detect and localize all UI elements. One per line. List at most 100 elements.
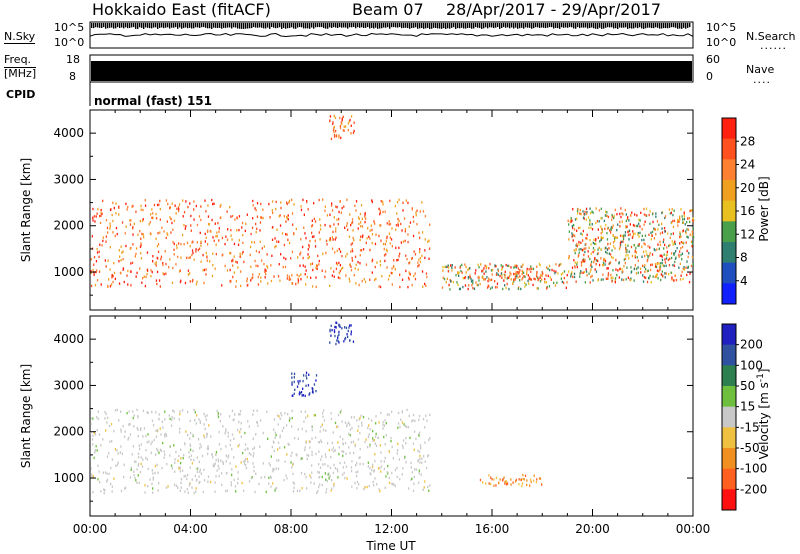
scatter-point xyxy=(539,264,541,267)
scatter-point xyxy=(652,220,654,224)
scatter-point xyxy=(612,269,614,272)
scatter-point xyxy=(677,219,679,222)
scatter-point xyxy=(548,264,551,268)
scatter-point xyxy=(529,278,531,281)
scatter-point xyxy=(333,135,336,138)
scatter-point xyxy=(626,225,628,228)
scatter-point xyxy=(189,272,191,275)
scatter-point xyxy=(196,280,198,283)
scatter-point xyxy=(423,455,425,458)
scatter-point xyxy=(383,424,386,427)
scatter-point xyxy=(622,213,624,216)
scatter-point xyxy=(374,442,376,445)
scatter-point xyxy=(369,278,371,281)
nsky-bar xyxy=(443,23,445,29)
scatter-point xyxy=(240,270,242,273)
scatter-point xyxy=(206,256,208,259)
scatter-point xyxy=(113,271,116,275)
scatter-point xyxy=(319,224,322,227)
scatter-point xyxy=(97,208,99,211)
scatter-point xyxy=(233,242,236,246)
scatter-point xyxy=(311,390,314,394)
scatter-point xyxy=(612,224,614,227)
nsky-bar xyxy=(369,23,371,29)
colorbar-segment xyxy=(722,406,736,428)
scatter-point xyxy=(335,326,337,329)
nsky-bar xyxy=(103,23,105,28)
scatter-point xyxy=(355,282,357,285)
scatter-point xyxy=(324,209,326,212)
scatter-point xyxy=(252,199,254,203)
colorbar-segment xyxy=(722,324,736,346)
nsky-bar xyxy=(127,23,129,29)
scatter-point xyxy=(605,223,607,227)
scatter-point xyxy=(478,266,480,269)
scatter-point xyxy=(638,244,640,247)
scatter-point xyxy=(178,207,180,211)
scatter-point xyxy=(230,252,232,255)
scatter-point xyxy=(624,234,626,237)
scatter-point xyxy=(179,427,181,431)
scatter-point xyxy=(526,483,528,487)
scatter-point xyxy=(105,235,107,238)
scatter-point xyxy=(521,278,523,281)
scatter-point xyxy=(415,437,417,441)
scatter-point xyxy=(426,419,428,422)
scatter-point xyxy=(127,205,129,209)
scatter-point xyxy=(112,201,114,205)
scatter-point xyxy=(553,281,555,285)
scatter-point xyxy=(123,435,126,438)
scatter-point xyxy=(512,282,514,285)
scatter-point xyxy=(191,478,193,481)
scatter-point xyxy=(332,238,334,241)
scatter-point xyxy=(604,247,606,250)
scatter-point xyxy=(614,239,616,243)
scatter-point xyxy=(471,284,473,287)
scatter-point xyxy=(288,241,291,245)
scatter-point xyxy=(588,272,590,275)
scatter-point xyxy=(252,447,254,451)
scatter-point xyxy=(265,272,267,276)
scatter-point xyxy=(92,443,94,446)
scatter-point xyxy=(105,265,107,268)
scatter-point xyxy=(679,242,681,245)
colorbar-segment xyxy=(722,118,736,140)
scatter-point xyxy=(451,269,453,272)
scatter-point xyxy=(235,260,237,263)
nsky-bar xyxy=(515,23,517,28)
nsky-bar xyxy=(631,23,633,29)
scatter-point xyxy=(467,287,469,291)
scatter-point xyxy=(199,447,201,450)
scatter-point xyxy=(323,419,326,422)
scatter-point xyxy=(160,258,162,261)
scatter-point xyxy=(192,433,194,437)
scatter-point xyxy=(209,260,211,263)
scatter-point xyxy=(179,489,181,492)
scatter-point xyxy=(125,244,127,248)
scatter-point xyxy=(218,474,220,478)
scatter-point xyxy=(182,215,184,218)
scatter-point xyxy=(634,254,636,257)
scatter-point xyxy=(164,250,166,253)
scatter-point xyxy=(343,129,345,132)
scatter-point xyxy=(140,462,142,466)
scatter-point xyxy=(165,262,167,266)
scatter-point xyxy=(391,245,393,248)
scatter-point xyxy=(583,217,585,220)
scatter-point xyxy=(218,230,220,233)
nsky-bar xyxy=(447,23,449,29)
scatter-point xyxy=(107,259,109,262)
scatter-point xyxy=(458,287,461,291)
scatter-point xyxy=(228,415,231,418)
scatter-point xyxy=(226,489,229,492)
scatter-point xyxy=(167,233,169,236)
scatter-point xyxy=(288,201,290,204)
scatter-point xyxy=(316,267,318,271)
nsky-bar xyxy=(665,23,667,29)
scatter-point xyxy=(273,418,276,421)
nsky-bar xyxy=(587,23,589,29)
scatter-point xyxy=(310,476,312,479)
scatter-point xyxy=(573,275,576,279)
nsky-bar xyxy=(609,23,611,28)
scatter-point xyxy=(650,238,652,241)
